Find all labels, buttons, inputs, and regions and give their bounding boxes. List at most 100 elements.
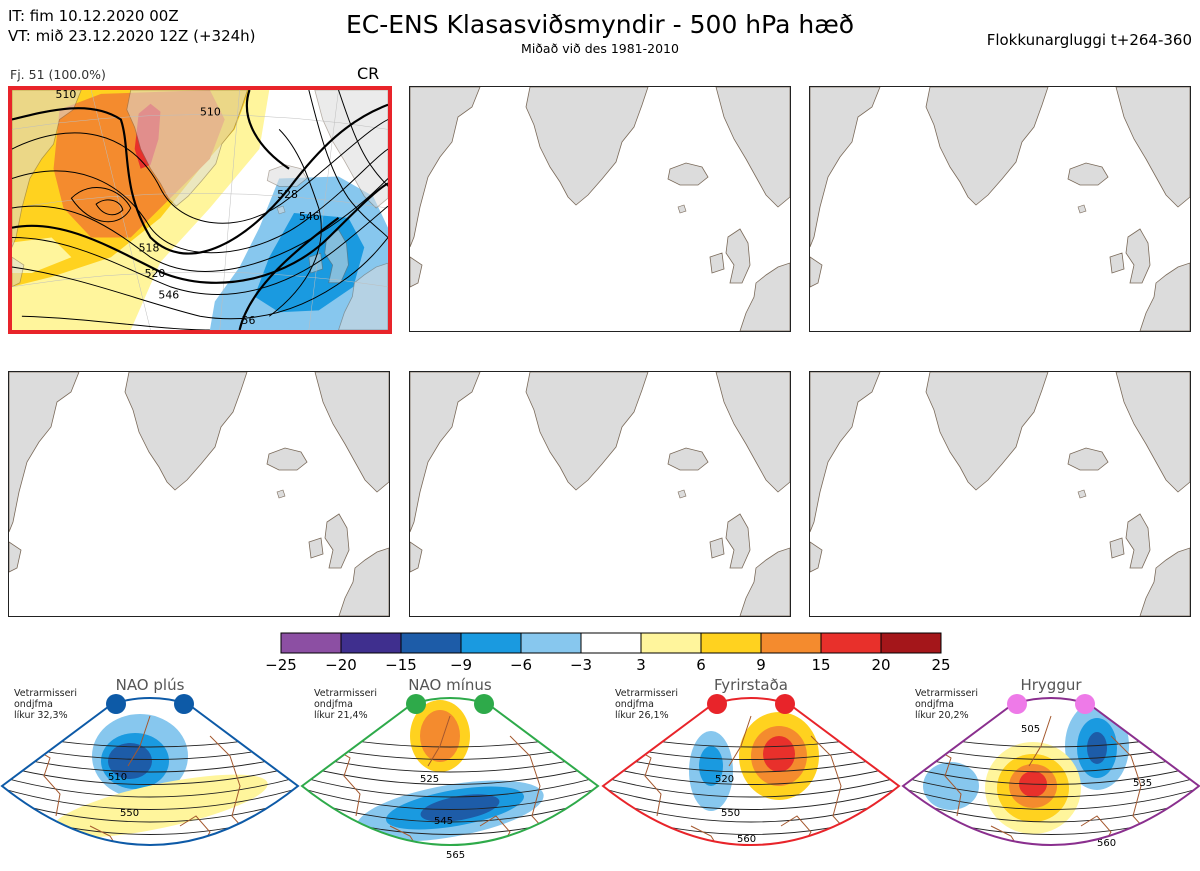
colorbar-swatch [520,632,582,654]
cluster-map-2 [409,86,791,332]
regime-stats: Vetrarmisseri ondjfma líkur 20,2% [915,688,978,721]
colorbar-tick-label: 6 [696,656,706,674]
cluster-map-4 [8,371,390,617]
regime-code: CR [357,64,380,83]
regime-stat-line: líkur 20,2% [915,710,969,721]
regime-sector-outline [901,697,1200,846]
colorbar-tick-label: 9 [756,656,766,674]
contour-label: 510 [56,90,77,101]
colorbar-swatch [460,632,522,654]
regime-contour-label: 505 [1021,724,1040,735]
regime-marker-dot [1007,694,1027,714]
coastline [329,715,551,845]
height-contour [603,773,899,798]
coastline [29,715,251,845]
regime-marker-dot [406,694,426,714]
height-contour [2,773,298,798]
regime-marker-dot [106,694,126,714]
regime-sector-map: 510 550 [0,694,300,846]
regime-title: Fyrirstaða [714,676,788,694]
colorbar-swatch [640,632,702,654]
regime-stat-line: ondjfma [14,699,53,710]
contour-label: 518 [139,241,160,254]
regime-title: NAO plús [115,676,185,694]
colorbar-tick-label: 25 [931,656,951,674]
regime-stat-line: líkur 21,4% [314,710,368,721]
regime-sector-map: 520 550 560 [601,694,901,846]
regime-title: Hryggur [1020,676,1082,694]
height-contour [2,762,298,785]
height-contour [2,784,298,810]
regime-title: NAO mínus [408,676,492,694]
cluster-map-3-svg [810,87,1190,331]
valid-time: VT: mið 23.12.2020 12Z (+324h) [8,27,256,45]
regime-contour-label: 550 [120,808,139,819]
colorbar-tick-label: 20 [871,656,891,674]
colorbar-swatch [340,632,402,654]
coastline [930,715,1152,845]
regime-sector-outline [601,697,901,846]
colorbar-tick-label: 3 [636,656,646,674]
regime-marker-dot [174,694,194,714]
height-contour [903,784,1199,810]
initial-time: IT: fim 10.12.2020 00Z [8,7,179,25]
colorbar-tick-label: −25 [265,656,297,674]
colorbar-tick-label: −20 [325,656,357,674]
colorbar-swatch [880,632,942,654]
regime-contour-label: 520 [715,774,734,785]
regime-sector-outline [300,697,600,846]
regime-stats: Vetrarmisseri ondjfma líkur 32,3% [14,688,77,721]
cluster-map-1-svg: 510 510 518 520 528 546 546 56 [12,90,388,330]
height-contour [903,773,1199,798]
header-times: IT: fim 10.12.2020 00Z VT: mið 23.12.202… [8,6,256,46]
regime-contour-label: 535 [1133,778,1152,789]
regime-sector-map: 525 545 565 [300,694,600,861]
regime-marker-dot [1075,694,1095,714]
colorbar-tick-label: −9 [449,656,473,674]
contour-label: 56 [242,314,256,327]
regime-stat-line: líkur 32,3% [14,710,68,721]
coastline [630,715,852,845]
height-contour [603,784,899,810]
anomaly-blob [1087,732,1107,764]
cluster-map-6 [809,371,1191,617]
colorbar-tick-label: −3 [569,656,593,674]
cluster-map-1: 510 510 518 520 528 546 546 56 [8,86,392,334]
colorbar-tick-label: 15 [811,656,831,674]
member-count: Fj. 51 (100.0%) [10,67,106,82]
classification-window: Flokkunargluggi t+264-360 [986,31,1192,49]
regime-stat-line: Vetrarmisseri [314,688,377,699]
anomaly-blob [420,794,500,822]
regime-sector-outline [0,697,300,846]
regime-contour-label: 560 [737,834,756,845]
anomaly-blob [923,762,979,810]
page-title: EC-ENS Klasasviðsmyndir - 500 hPa hæð [345,10,855,39]
cluster-map-5 [409,371,791,617]
cluster-map-4-svg [9,372,389,616]
colorbar-swatch [760,632,822,654]
cluster-map-3 [809,86,1191,332]
anomaly-blob [52,774,268,838]
height-contour [302,762,598,785]
regime-stat-line: ondjfma [314,699,353,710]
cluster-map-2-svg [410,87,790,331]
colorbar-swatch [400,632,462,654]
height-contour [302,773,598,798]
regime-contour-label: 560 [1097,838,1116,849]
regime-marker-dot [474,694,494,714]
regime-stat-line: Vetrarmisseri [14,688,77,699]
anomaly-blob [763,736,795,772]
regime-contour-label: 545 [434,816,453,827]
cluster-map-6-svg [810,372,1190,616]
contour-label: 528 [277,188,298,201]
regime-marker-dot [707,694,727,714]
colorbar-swatch [700,632,762,654]
regime-stat-line: Vetrarmisseri [615,688,678,699]
colorbar [280,632,942,654]
regime-stat-line: ondjfma [915,699,954,710]
colorbar-tick-label: −6 [509,656,533,674]
regime-sector-map: 505 535 560 [901,694,1200,849]
regime-contour-label: 525 [420,774,439,785]
regime-stat-line: Vetrarmisseri [915,688,978,699]
anomaly-blob [420,710,460,762]
